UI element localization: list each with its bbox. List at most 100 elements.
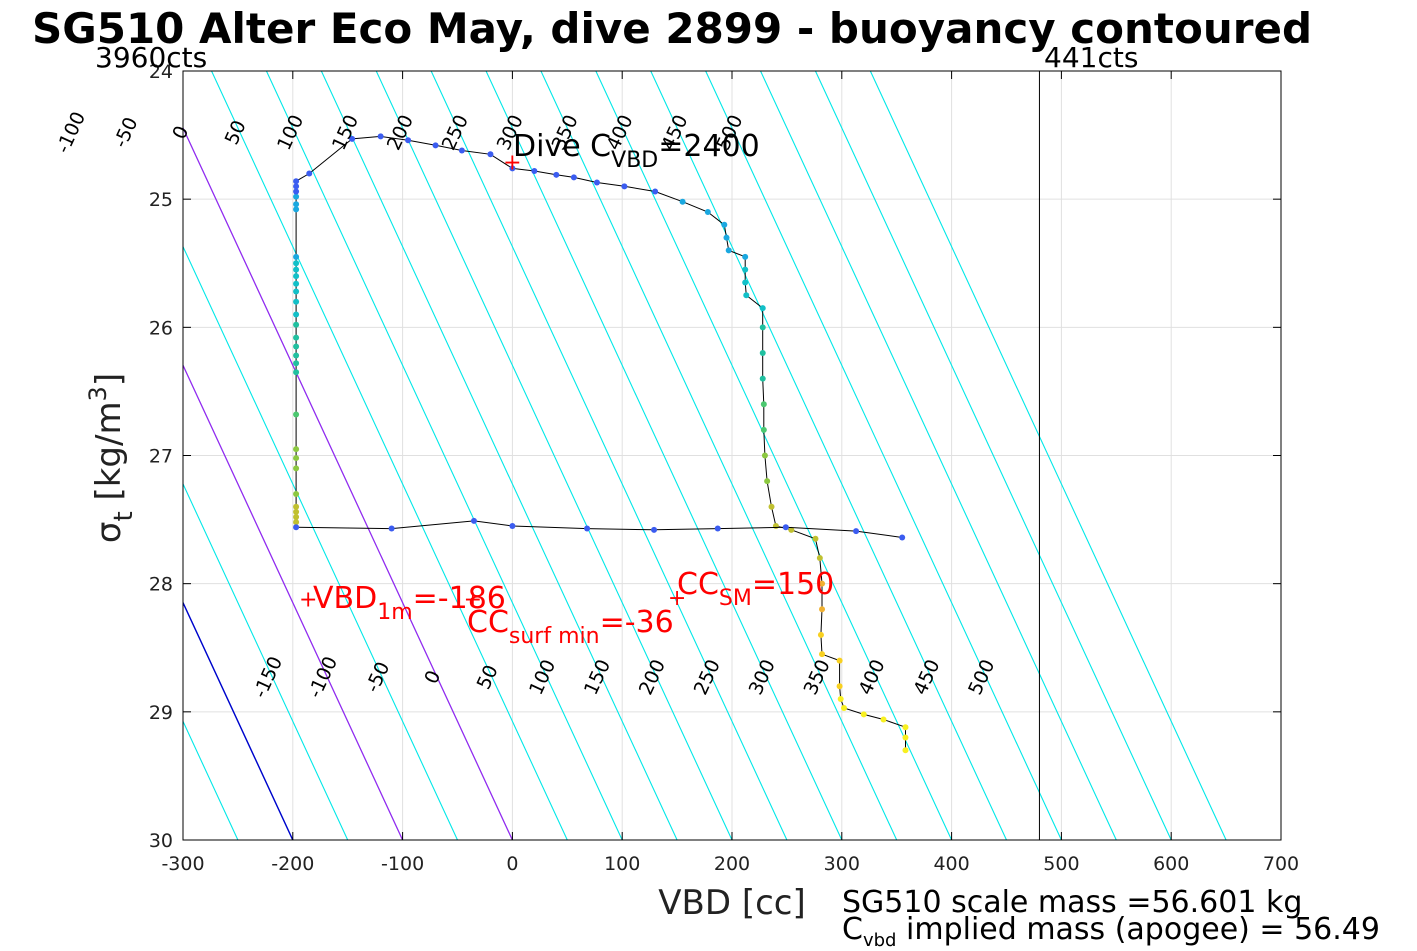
data-point: [293, 201, 300, 208]
marker-label: VBD1m=-186: [313, 581, 506, 625]
x-tick-label: 100: [604, 853, 640, 875]
contour-line: [320, 71, 678, 840]
data-point: [293, 524, 300, 531]
contour-label: -100: [52, 108, 90, 156]
contour-line: [650, 71, 1007, 840]
data-point: [679, 198, 686, 205]
data-point: [837, 696, 844, 703]
contour-line: [183, 482, 349, 840]
contour-line: [814, 71, 1172, 840]
data-point: [293, 273, 300, 280]
contour-line: [265, 71, 623, 840]
data-point: [759, 375, 766, 382]
data-point: [651, 526, 658, 533]
data-point: [723, 234, 730, 241]
x-tick-label: 200: [714, 853, 750, 875]
data-point: [293, 334, 300, 341]
cvbd-line: [183, 600, 294, 840]
marker-label: CCSM=150: [677, 567, 834, 611]
data-point: [293, 465, 300, 472]
contour-line: [705, 71, 1062, 840]
data-point: [721, 221, 728, 228]
x-tick-label: 300: [824, 853, 860, 875]
data-point: [742, 266, 749, 273]
data-point: [760, 426, 767, 433]
dive-data: [293, 133, 909, 754]
data-point: [293, 321, 300, 328]
top-left-count: 3960cts: [95, 41, 207, 74]
data-point: [819, 606, 826, 613]
contour-label: -50: [109, 114, 142, 151]
data-point: [772, 522, 779, 529]
cvbd-sub: vbd: [862, 930, 897, 951]
data-point: [764, 478, 771, 485]
data-point: [293, 193, 300, 200]
data-point: [759, 305, 766, 312]
marker-plus: +: [464, 587, 482, 612]
data-point: [293, 253, 300, 260]
data-point: [293, 311, 300, 318]
data-point: [742, 279, 749, 286]
x-tick-label: 700: [1263, 853, 1299, 875]
reference-lines: [183, 71, 1040, 840]
y-tick-label: 24: [149, 61, 173, 83]
x-axis-label: VBD [cc]: [658, 883, 806, 923]
data-point: [782, 524, 789, 531]
x-tick-label: 400: [933, 853, 969, 875]
contour-line: [183, 245, 458, 840]
data-point: [293, 508, 300, 515]
data-point: [293, 352, 300, 359]
data-point: [293, 280, 300, 287]
data-point: [293, 298, 300, 305]
scale-mass-text: SG510 scale mass =56.601 kg: [842, 885, 1303, 920]
implied-mass-text: Cvbd implied mass (apogee) = 56.49: [842, 912, 1380, 951]
y-tick-label: 25: [149, 189, 173, 211]
x-tick-label: -300: [161, 853, 204, 875]
purple-line: [183, 363, 404, 840]
data-point: [860, 711, 867, 718]
marker-label: Dive CVBD=2400: [513, 129, 760, 173]
data-point: [293, 188, 300, 195]
y-axis-label: σt [kg/m3]: [84, 373, 139, 543]
data-point: [293, 369, 300, 376]
y-tick-label: 30: [149, 830, 173, 852]
marker-label: CCsurf min=-36: [467, 605, 674, 649]
contour-line: [869, 71, 1227, 840]
data-point: [840, 704, 847, 711]
data-point: [293, 288, 300, 295]
data-point: [293, 503, 300, 510]
data-point: [836, 657, 843, 664]
data-point: [293, 360, 300, 367]
data-point: [470, 517, 477, 524]
data-point: [293, 206, 300, 213]
data-point: [458, 147, 465, 154]
data-point: [388, 525, 395, 532]
data-point: [812, 535, 819, 542]
data-point: [553, 171, 560, 178]
data-point: [788, 526, 795, 533]
data-point: [349, 135, 356, 142]
data-point: [405, 137, 412, 144]
data-point: [487, 151, 494, 158]
data-point: [531, 167, 538, 174]
contour-line: [211, 71, 568, 840]
x-tick-label: -100: [381, 853, 424, 875]
purple-line: [183, 126, 513, 840]
dive-path-1: [296, 520, 903, 538]
data-point: [293, 343, 300, 350]
data-point: [819, 651, 826, 658]
data-point: [902, 724, 909, 731]
data-point: [760, 401, 767, 408]
data-point: [293, 178, 300, 185]
data-point: [714, 525, 721, 532]
marker-plus: +: [668, 586, 686, 611]
data-point: [759, 324, 766, 331]
data-point: [759, 349, 766, 356]
data-point: [377, 133, 384, 140]
data-point: [570, 174, 577, 181]
data-point: [853, 528, 860, 535]
data-point: [743, 292, 750, 299]
data-point: [836, 683, 843, 690]
data-point: [509, 522, 516, 529]
